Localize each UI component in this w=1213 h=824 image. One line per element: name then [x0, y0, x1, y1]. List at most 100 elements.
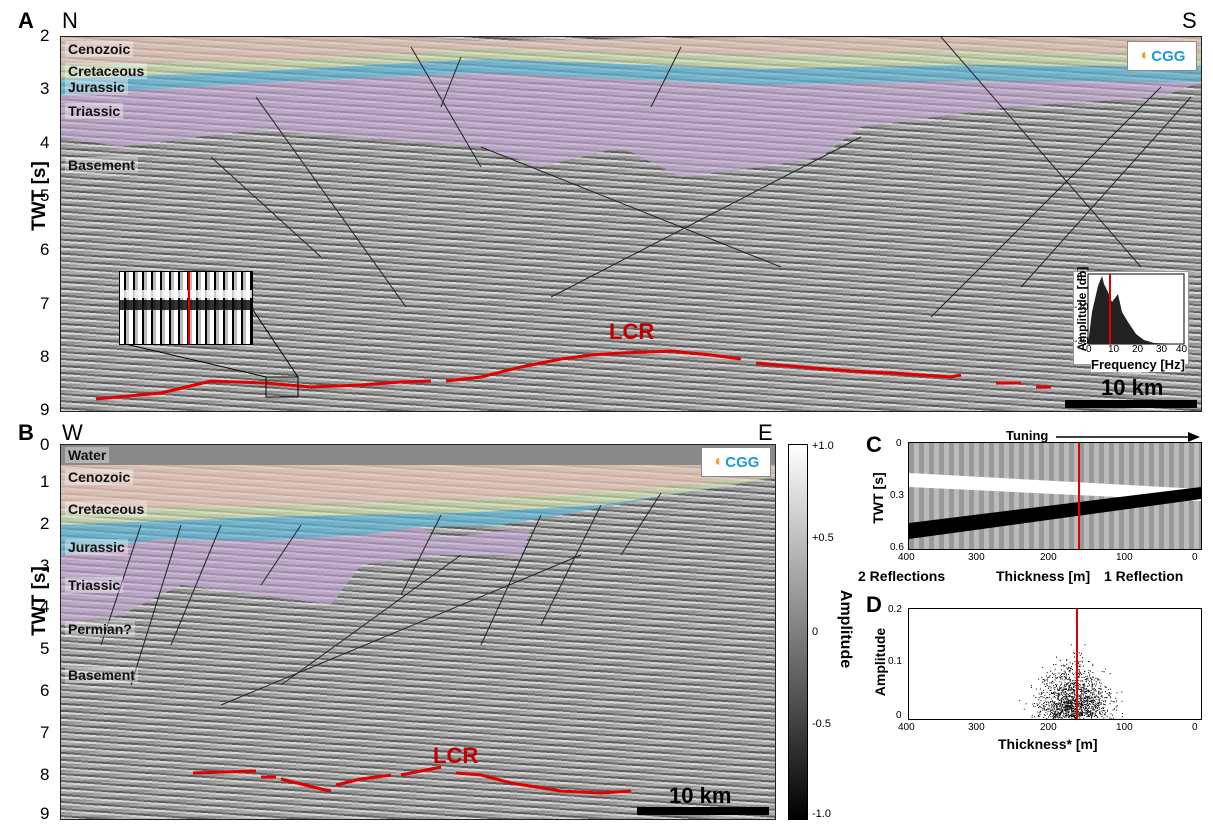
scatter-point [1089, 691, 1090, 692]
scatter-point [1082, 662, 1083, 663]
scatter-point [1048, 688, 1049, 689]
scatter-point [1090, 678, 1091, 679]
panel-b-left-direction: W [62, 420, 83, 446]
scatter-point [1059, 686, 1060, 687]
water-layer [61, 445, 775, 465]
scatter-point [1086, 716, 1087, 717]
scatter-point [1069, 687, 1070, 688]
scatter-point [1079, 652, 1080, 653]
y-tick: 2 [40, 26, 49, 46]
inset-red-line [188, 272, 190, 344]
scatter-point [1038, 707, 1039, 708]
scatter-point [1070, 680, 1071, 681]
scatter-point [1061, 694, 1062, 695]
scatter-point [1062, 673, 1063, 674]
scatter-point [1053, 702, 1054, 703]
scatter-point [1050, 690, 1051, 691]
scatter-point [1095, 678, 1096, 679]
scatter-point [1081, 674, 1082, 675]
scatter-point [1056, 678, 1057, 679]
scatter-point [1082, 657, 1083, 658]
formation-label: Cretaceous [65, 63, 147, 79]
scatter-point [1058, 697, 1059, 698]
scatter-point [1081, 693, 1082, 694]
scatter-point [1088, 696, 1089, 697]
scatter-point [1066, 674, 1067, 675]
scatter-point [1068, 674, 1069, 675]
scatter-point [1066, 702, 1067, 703]
y-tick: 1 [40, 472, 49, 492]
scatter-point [1080, 685, 1081, 686]
scatter-point [1050, 686, 1051, 687]
scatter-point [1037, 703, 1038, 704]
panel-d-scatter-plot [908, 608, 1202, 720]
colorbar-tick: +0.5 [812, 532, 834, 544]
scatter-point [1072, 673, 1073, 674]
scatter-point [1081, 690, 1082, 691]
spectrum-x-tick: 20 [1132, 344, 1143, 355]
scatter-point [1064, 666, 1065, 667]
scatter-point [1024, 709, 1025, 710]
scatter-point [1099, 709, 1100, 710]
scatter-point [1086, 710, 1087, 711]
scatter-point [1067, 679, 1068, 680]
scatter-point [1047, 697, 1048, 698]
formation-label: Basement [65, 157, 138, 173]
scatter-points [909, 609, 1201, 719]
scatter-point [1063, 692, 1064, 693]
scatter-point [1071, 666, 1072, 667]
scatter-point [1072, 693, 1073, 694]
scatter-point [1094, 694, 1095, 695]
scatter-point [1052, 712, 1053, 713]
cgg-logo: ◖ CGG [701, 447, 771, 477]
scatter-point [1079, 677, 1080, 678]
scatter-point [1093, 707, 1094, 708]
scatter-point [1064, 674, 1065, 675]
scatter-point [1110, 693, 1111, 694]
scatter-point [1068, 668, 1069, 669]
scatter-point [1078, 669, 1079, 670]
lcr-label: LCR [609, 319, 654, 345]
scatter-point [1088, 670, 1089, 671]
scatter-point [1067, 702, 1068, 703]
scatter-point [1101, 683, 1102, 684]
scatter-point [1052, 673, 1053, 674]
scatter-point [1111, 713, 1112, 714]
scatter-point [1072, 718, 1073, 719]
scatter-point [1061, 698, 1062, 699]
scatter-point [1032, 704, 1033, 705]
scatter-point [1098, 688, 1099, 689]
y-tick: 3 [40, 556, 49, 576]
panel-a-scale-label: 10 km [1101, 375, 1163, 401]
scatter-point [1085, 710, 1086, 711]
scatter-point [1052, 681, 1053, 682]
y-tick: 0 [40, 435, 49, 455]
scatter-point [1071, 712, 1072, 713]
scatter-point [1091, 693, 1092, 694]
scatter-point [1081, 687, 1082, 688]
scatter-point [1051, 682, 1052, 683]
scatter-point [1054, 717, 1055, 718]
scatter-point [1090, 715, 1091, 716]
scatter-point [1069, 700, 1070, 701]
scatter-point [1095, 686, 1096, 687]
scatter-point [1070, 662, 1071, 663]
scatter-point [1107, 716, 1108, 717]
scatter-point [1069, 709, 1070, 710]
scatter-point [1063, 687, 1064, 688]
scatter-point [1054, 696, 1055, 697]
scatter-point [1065, 682, 1066, 683]
scatter-point [1068, 694, 1069, 695]
scatter-point [1109, 693, 1110, 694]
colorbar-tick: -1.0 [812, 808, 831, 820]
scatter-point [1080, 655, 1081, 656]
scatter-point [1096, 706, 1097, 707]
scatter-point [1092, 693, 1093, 694]
scatter-point [1084, 712, 1085, 713]
scatter-point [1055, 704, 1056, 705]
scatter-point [1059, 717, 1060, 718]
scatter-point [1101, 702, 1102, 703]
scatter-point [1086, 693, 1087, 694]
scatter-point [1088, 710, 1089, 711]
scatter-point [1084, 684, 1085, 685]
